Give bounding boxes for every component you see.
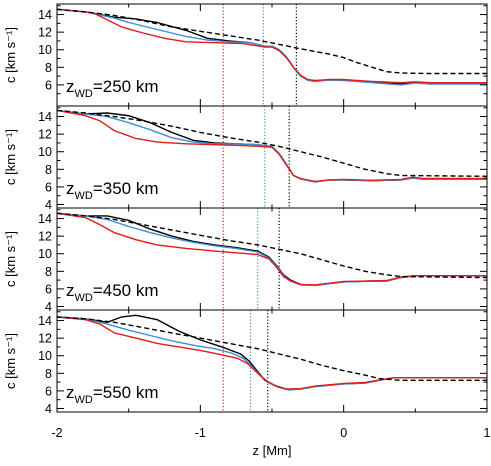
annotation-subscript: WD <box>75 394 93 406</box>
y-axis-label: c [km s⁻¹] <box>3 129 18 185</box>
y-tick-label: 8 <box>45 61 52 75</box>
annotation-symbol: z <box>66 77 75 96</box>
series-line <box>57 212 487 287</box>
y-tick-label: 6 <box>45 282 52 296</box>
x-tick-label: 1 <box>484 426 491 440</box>
x-axis-label: z [Mm] <box>253 443 292 458</box>
y-tick-label: 4 <box>45 300 52 314</box>
y-tick-label: 4 <box>45 198 52 212</box>
annotation-value: =250 km <box>93 77 159 96</box>
y-tick-label: 12 <box>38 128 52 142</box>
panel-annotation: zWD=250 km <box>66 77 159 100</box>
y-tick-label: 14 <box>38 110 52 124</box>
panel-4: 14 12 10 8 6 4 c [km s⁻¹] zWD=550 km <box>3 309 488 416</box>
x-tick-label: 0 <box>340 426 347 440</box>
y-tick-label: 8 <box>45 265 52 279</box>
x-tick-label: -2 <box>51 426 62 440</box>
panel-annotation: zWD=350 km <box>66 179 159 202</box>
panel-1: 14 12 10 8 6 c [km s⁻¹] zWD=250 km <box>3 3 488 107</box>
series-line <box>57 212 487 286</box>
series-line-dashed <box>57 8 487 75</box>
annotation-symbol: z <box>66 383 75 402</box>
y-tick-label: 12 <box>38 230 52 244</box>
annotation-subscript: WD <box>75 88 93 100</box>
panel-2: 14 12 10 8 6 4 c [km s⁻¹] zWD=350 km <box>3 105 488 212</box>
annotation-symbol: z <box>66 281 75 300</box>
panel-3: 14 12 10 8 6 4 c [km s⁻¹] zWD=450 km <box>3 207 488 314</box>
y-tick-label: 14 <box>38 8 52 22</box>
y-tick-label: 10 <box>38 349 52 363</box>
annotation-value: =550 km <box>93 383 159 402</box>
y-axis-label: c [km s⁻¹] <box>3 333 18 389</box>
x-tick-label: -1 <box>195 426 206 440</box>
y-tick-label: 12 <box>38 26 52 40</box>
y-tick-label: 10 <box>38 247 52 261</box>
series-line <box>57 316 487 390</box>
series-line-dashed <box>57 109 487 177</box>
y-tick-label: 12 <box>38 332 52 346</box>
annotation-value: =350 km <box>93 179 159 198</box>
x-axis: -2 -1 0 1 z [Mm] <box>51 426 490 458</box>
y-tick-label: 8 <box>45 163 52 177</box>
y-axis-label: c [km s⁻¹] <box>3 231 18 287</box>
y-tick-label: 14 <box>38 314 52 328</box>
y-tick-label: 4 <box>45 402 52 416</box>
annotation-symbol: z <box>66 179 75 198</box>
y-tick-label: 6 <box>45 78 52 92</box>
panel-annotation: zWD=450 km <box>66 281 159 304</box>
annotation-subscript: WD <box>75 190 93 202</box>
y-axis-label: c [km s⁻¹] <box>3 27 18 83</box>
y-tick-label: 14 <box>38 212 52 226</box>
y-tick-label: 10 <box>38 43 52 57</box>
series-line <box>57 8 487 84</box>
y-tick-label: 6 <box>45 180 52 194</box>
panel-annotation: zWD=550 km <box>66 383 159 406</box>
series-line-dashed <box>57 212 487 279</box>
y-tick-label: 6 <box>45 384 52 398</box>
series-line <box>57 109 487 183</box>
y-tick-label: 10 <box>38 145 52 159</box>
series-line <box>57 109 487 183</box>
y-tick-label: 8 <box>45 367 52 381</box>
annotation-subscript: WD <box>75 292 93 304</box>
series-line <box>57 316 487 391</box>
series-line-dashed <box>57 316 487 381</box>
annotation-value: =450 km <box>93 281 159 300</box>
